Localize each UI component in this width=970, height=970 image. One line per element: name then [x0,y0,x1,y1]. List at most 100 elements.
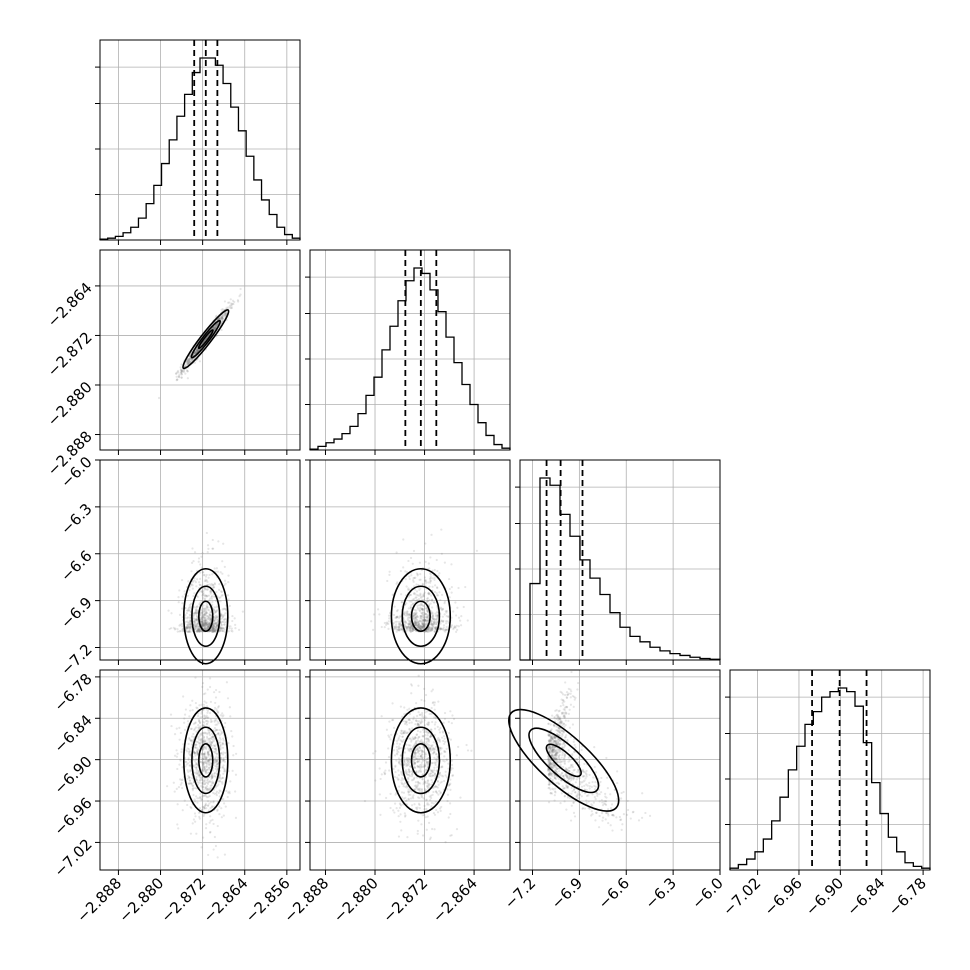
sample-point [435,808,438,812]
sample-point [206,626,209,629]
sample-point [186,370,189,373]
sample-point [405,626,408,630]
sample-point [462,605,465,609]
sample-point [182,695,185,698]
sample-point [431,761,434,765]
sample-point [189,727,193,731]
sample-point [396,615,399,618]
sample-point [415,596,418,599]
sample-point [205,604,208,608]
sample-point [215,621,218,624]
grid-lines [100,250,300,450]
sample-point [449,812,452,816]
sample-point [377,608,380,611]
sample-point [206,787,209,791]
sample-point [203,806,206,809]
sample-point [397,769,400,772]
sample-point [213,567,216,570]
sample-point [175,375,178,378]
sample-point [206,623,210,626]
sample-point [201,571,204,574]
sample-point [206,583,210,587]
sample-point [380,715,383,718]
sample-point [438,627,441,630]
sample-point [417,781,421,785]
sample-point [210,784,213,787]
sample-point [220,617,224,620]
sample-point [198,630,201,633]
y-tick-label: −2.872 [44,328,96,380]
sample-point [197,560,200,563]
sample-point [188,715,191,718]
sample-point [408,600,411,603]
sample-point [429,628,432,632]
sample-point [211,805,214,808]
sample-point [425,613,428,616]
sample-point [421,612,424,615]
sample-point [411,627,414,630]
sample-point [186,359,189,362]
sample-point [211,538,214,542]
sample-point [231,299,235,302]
sample-point [195,618,198,621]
sample-point [180,371,183,374]
sample-point [211,573,214,576]
sample-point [620,797,623,800]
sample-point [436,621,439,624]
sample-point [211,626,214,629]
sample-point [398,624,401,628]
sample-point [200,846,203,849]
sample-point [229,715,232,718]
sample-point [222,759,225,762]
sample-point [407,607,410,610]
sample-point [213,726,217,730]
sample-point [454,626,457,629]
sample-point [420,620,423,623]
sample-point [445,776,449,779]
y-tick-label: −6.78 [50,670,95,715]
sample-point [441,731,445,734]
sample-point [215,628,218,632]
sample-point [407,798,410,801]
sample-point [186,625,190,629]
sample-point [414,612,417,616]
sample-point [416,606,419,609]
sample-point [215,623,218,627]
sample-point [407,612,410,615]
sample-point [208,622,212,625]
sample-point [412,615,415,618]
sample-point [404,625,407,628]
sample-point [220,629,223,632]
sample-point [601,816,605,819]
sample-point [407,776,410,779]
sample-point [206,603,209,606]
sample-point [230,627,233,630]
sample-point [206,588,209,591]
sample-point [213,326,216,329]
sample-point [207,622,211,625]
sample-point [202,574,205,577]
sample-point [372,752,375,755]
sample-point [188,361,192,364]
sample-point [194,627,197,631]
sample-point [236,299,240,302]
sample-point [186,630,189,633]
sample-point [434,763,437,767]
sample-point [227,581,230,584]
sample-point [229,298,232,301]
sample-point [221,629,225,633]
sample-point [213,621,217,624]
sample-point [214,844,218,848]
sample-point [214,628,217,632]
sample-point [220,316,224,319]
sample-point [446,799,449,803]
sample-point [204,619,207,622]
sample-point [212,627,215,630]
sample-point [176,371,179,374]
sample-point [192,559,195,563]
sample-point [431,701,434,705]
sample-point [433,708,436,711]
sample-point [214,611,217,614]
sample-point [187,580,190,583]
sample-point [189,623,192,626]
